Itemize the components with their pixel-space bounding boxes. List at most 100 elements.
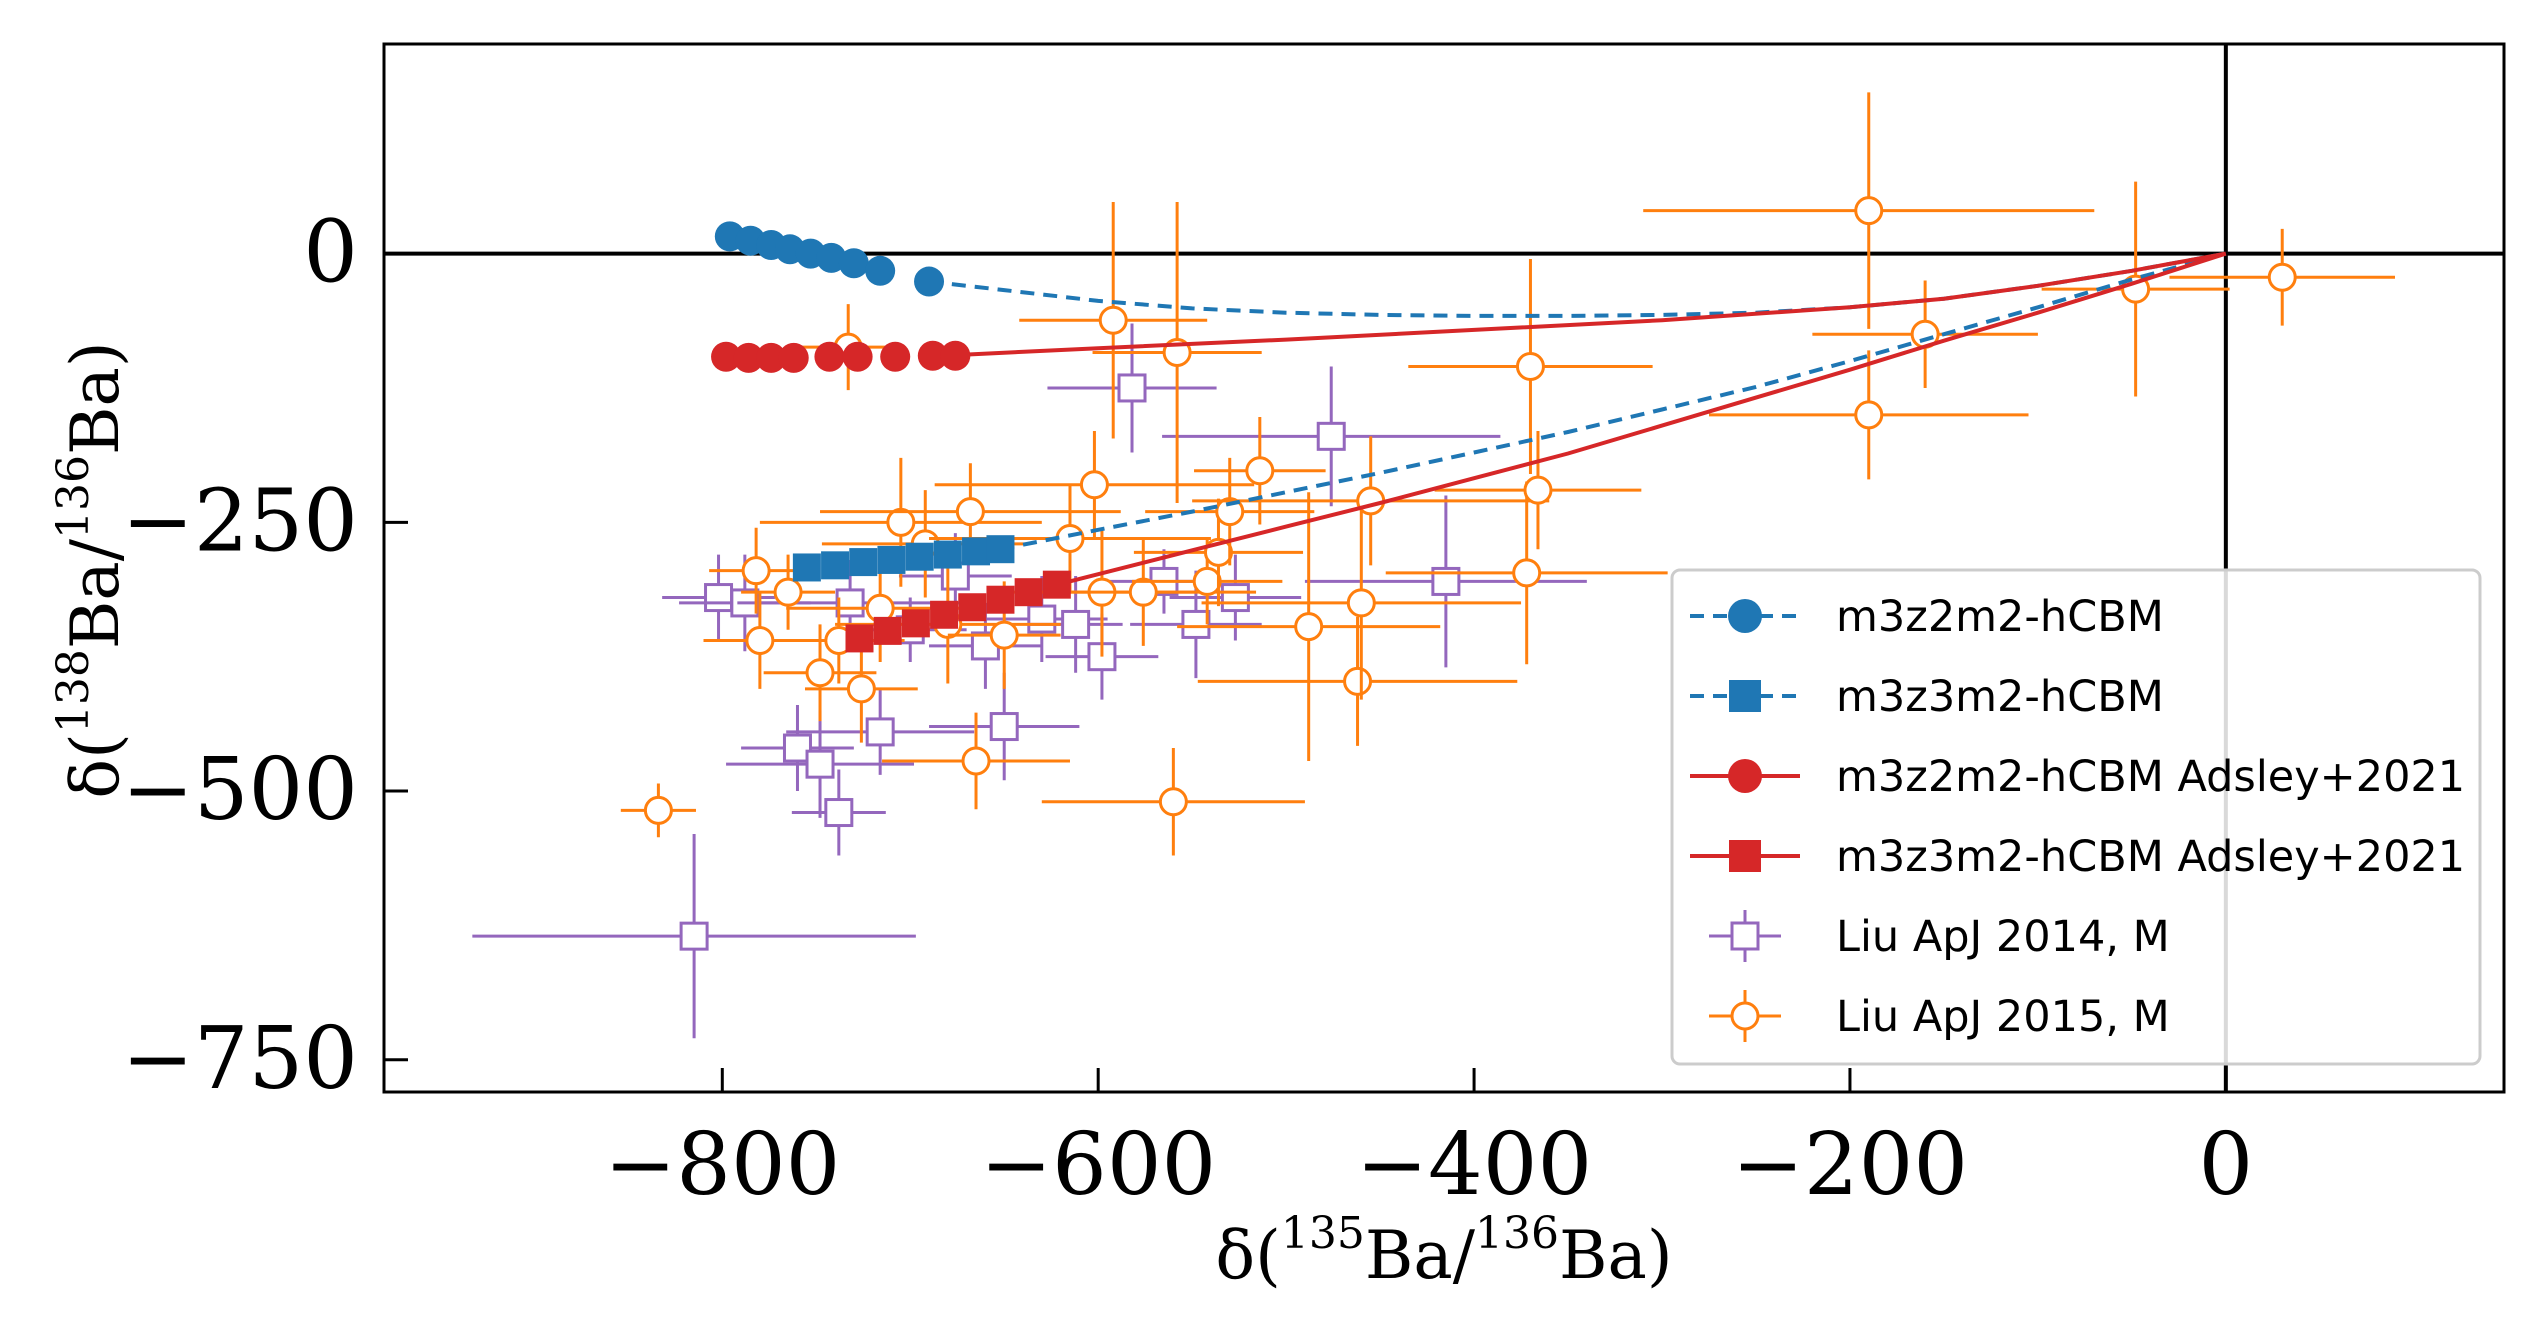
y-label-post: Ba) [57,341,134,455]
data-point-circle [1192,566,1222,596]
legend-marker-circle [1730,1001,1760,1031]
data-point-square [958,593,987,622]
legend-marker-circle [1728,759,1762,793]
data-point-square [877,545,906,574]
data-point-square [1181,609,1211,639]
y-tick-label: −250 [122,471,358,571]
data-point-square [989,712,1019,742]
error-point [2041,181,2230,397]
data-point-square [824,798,854,828]
y-tick-label: 0 [303,203,358,303]
data-point-square [849,548,878,577]
data-point-circle [886,507,916,537]
data-point-square [865,717,895,747]
data-point-square [986,535,1015,564]
data-point-circle [1854,196,1884,226]
x-tick-label: −800 [604,1115,840,1215]
legend-label: Liu ApJ 2014, M [1836,912,2170,962]
data-point-square [962,537,991,566]
error-point [1408,258,1653,474]
data-point-circle [1215,497,1245,527]
error-point [1041,748,1305,856]
legend-label: m3z2m2-hCBM Adsley+2021 [1836,752,2465,802]
series-line [1000,251,2227,552]
data-point-circle [1523,475,1553,505]
data-point-circle [1055,523,1085,553]
legend-item: Liu ApJ 2015, M [1709,990,2170,1042]
y-label-sup1: 138 [48,649,99,733]
data-point-square [1042,570,1071,599]
error-point [1197,616,1518,746]
data-point-square [1220,583,1250,613]
data-point-circle [1512,558,1542,588]
data-point-circle [2267,262,2297,292]
data-point-circle [940,340,971,371]
data-point-circle [955,497,985,527]
error-point [934,430,1255,539]
data-point-circle [1128,577,1158,607]
data-point-circle [917,340,948,371]
data-point-square [704,583,734,613]
error-point [929,672,1080,781]
legend-item: m3z2m2-hCBM Adsley+2021 [1690,752,2465,802]
data-point-circle [745,626,775,656]
legend-label: m3z3m2-hCBM [1836,672,2164,722]
x-label-post: Ba) [1559,1217,1673,1294]
error-point [1194,416,1326,525]
data-point-circle [914,266,945,297]
data-point-square [905,542,934,571]
data-point-square [1117,373,1147,403]
legend-label: m3z3m2-hCBM Adsley+2021 [1836,832,2465,882]
x-label-mid: Ba/ [1365,1217,1476,1294]
data-point-square [1014,578,1043,607]
legend-marker-square [1729,840,1761,872]
data-point-square [933,540,962,569]
data-point-circle [1294,612,1324,642]
error-point [1201,506,1522,700]
data-point-circle [1245,456,1275,486]
data-point-circle [838,248,869,279]
data-point-square [986,585,1015,614]
error-point [1169,554,1302,641]
data-point-circle [880,341,911,372]
error-point [741,554,836,630]
error-point [1643,92,2095,329]
data-point-circle [1343,666,1373,696]
data-point-circle [778,342,809,373]
data-point-circle [756,342,787,373]
error-point [472,834,916,1039]
error-point [804,635,918,743]
plot-area [384,44,2504,1092]
y-tick-label: −750 [122,1009,358,1109]
axes-frame [382,42,2506,1094]
data-point-square [792,553,821,582]
data-point-circle [989,620,1019,650]
series-5 [472,323,1587,1039]
legend-item: m3z3m2-hCBM [1690,672,2164,722]
data-point-circle [1158,787,1188,817]
x-label-sup1: 135 [1281,1208,1365,1259]
error-point [1385,481,1668,665]
series-3 [711,251,2227,373]
data-point-circle [1515,351,1545,381]
y-tick-label: −500 [122,740,358,840]
data-point-circle [814,341,845,372]
data-point-square [1027,604,1057,634]
data-point-square [835,588,865,618]
error-point [2169,228,2395,326]
legend: m3z2m2-hCBM m3z3m2-hCBM m3z2m2-hCBM Adsley… [1670,568,2482,1066]
error-point [662,554,775,641]
data-point-circle [1098,305,1128,335]
data-point-circle [773,577,803,607]
error-point [741,705,854,792]
legend-marker-square [1729,680,1761,712]
error-point [1145,457,1315,566]
data-point-square [845,624,874,653]
error-point [1434,430,1642,550]
error-point [786,688,975,775]
error-point [882,712,1070,810]
x-axis-ticks: −800 −600 −400 −200 0 [604,1068,2253,1215]
data-point-circle [733,342,764,373]
series-line [942,251,2227,358]
legend-item: m3z3m2-hCBM Adsley+2021 [1690,832,2465,882]
